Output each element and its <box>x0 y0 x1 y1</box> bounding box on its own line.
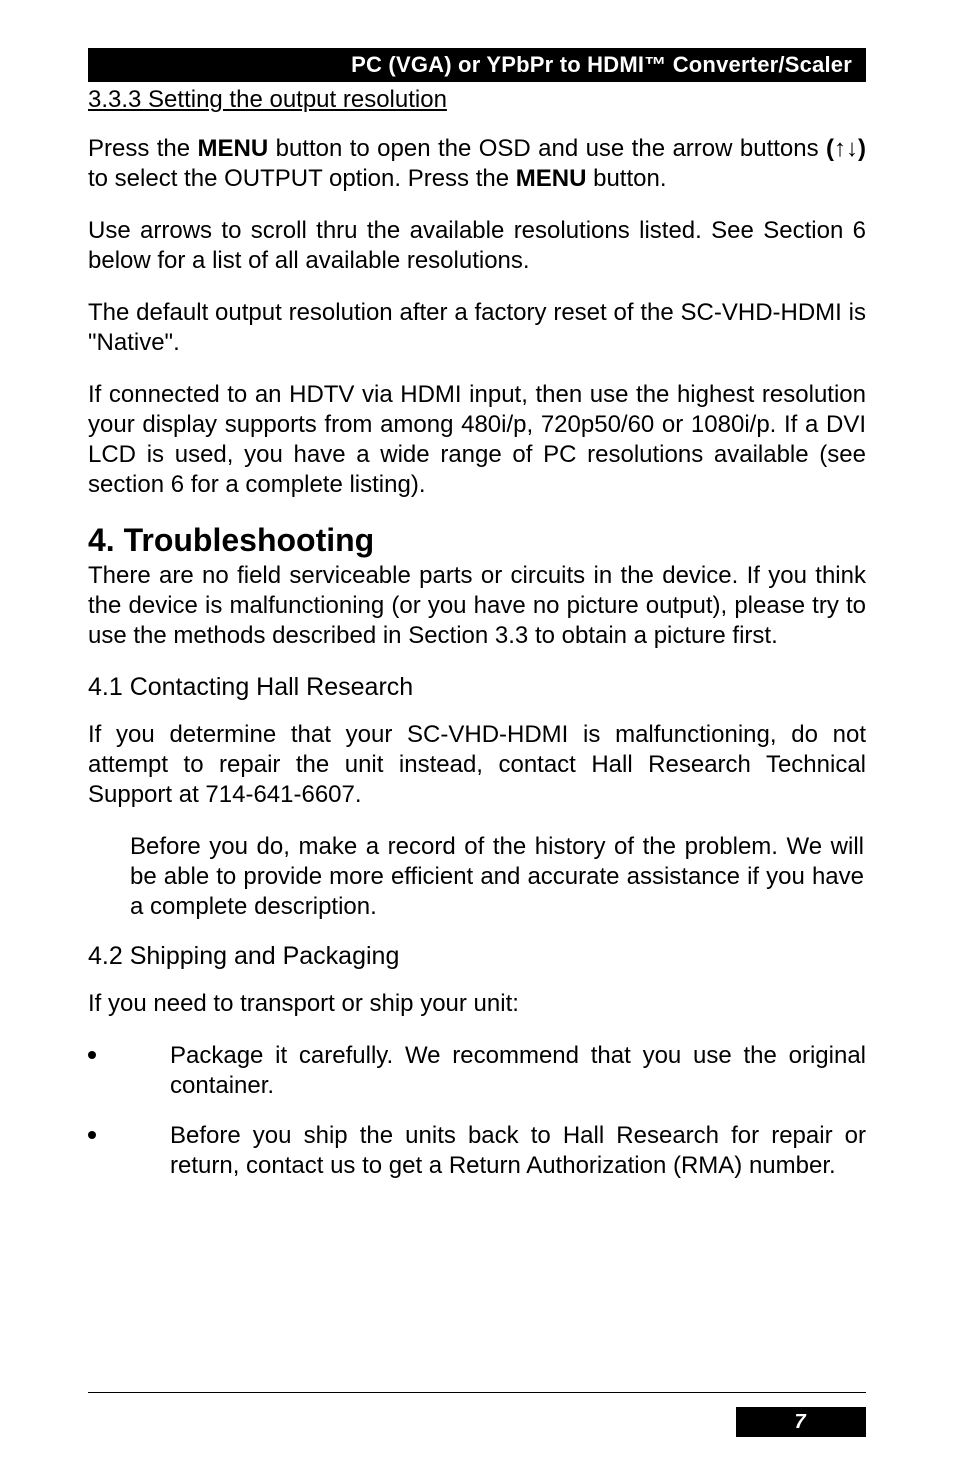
page-number: 7 <box>736 1407 866 1437</box>
subsection-3-3-3-title: 3.3.3 Setting the output resolution <box>88 86 866 114</box>
list-item: Package it carefully. We recommend that … <box>128 1041 866 1101</box>
para-3-3-3-p2: Use arrows to scroll thru the available … <box>88 216 866 276</box>
section-4-1-heading: 4.1 Contacting Hall Research <box>88 673 866 702</box>
header-bar: PC (VGA) or YPbPr to HDMI™ Converter/Sca… <box>88 48 866 82</box>
p1-a: Press the <box>88 135 198 162</box>
p1-b: button to open the OSD and use the arrow… <box>268 135 826 162</box>
footer-divider <box>88 1392 866 1393</box>
arrow-down-icon: ↓ <box>846 135 858 162</box>
p1-menu2: MENU <box>516 165 587 192</box>
p1-menu: MENU <box>198 135 269 162</box>
para-3-3-3-p1: Press the MENU button to open the OSD an… <box>88 134 866 194</box>
section-4-2-intro: If you need to transport or ship your un… <box>88 989 866 1019</box>
section-4-1-p2: Before you do, make a record of the hist… <box>130 832 864 922</box>
p1-arrows-close: ) <box>858 135 866 162</box>
section-4-2-heading: 4.2 Shipping and Packaging <box>88 942 866 971</box>
bullet-text-0: Package it carefully. We recommend that … <box>170 1041 866 1101</box>
p1-d: button. <box>586 165 666 192</box>
arrow-up-icon: ↑ <box>834 135 846 162</box>
bullet-text-1: Before you ship the units back to Hall R… <box>170 1121 866 1181</box>
section-4-heading: 4. Troubleshooting <box>88 522 866 559</box>
section-4-intro: There are no field serviceable parts or … <box>88 561 866 651</box>
bullet-dot-icon <box>88 1131 96 1139</box>
p1-arrows-open: ( <box>826 135 834 162</box>
section-4-1-p1: If you determine that your SC-VHD-HDMI i… <box>88 720 866 810</box>
section-4-2-bullets: Package it carefully. We recommend that … <box>128 1041 866 1181</box>
p1-c: to select the OUTPUT option. Press the <box>88 165 516 192</box>
para-3-3-3-p3: The default output resolution after a fa… <box>88 298 866 358</box>
bullet-dot-icon <box>88 1051 96 1059</box>
header-title: PC (VGA) or YPbPr to HDMI™ Converter/Sca… <box>351 52 852 78</box>
list-item: Before you ship the units back to Hall R… <box>128 1121 866 1181</box>
para-3-3-3-p4: If connected to an HDTV via HDMI input, … <box>88 380 866 500</box>
